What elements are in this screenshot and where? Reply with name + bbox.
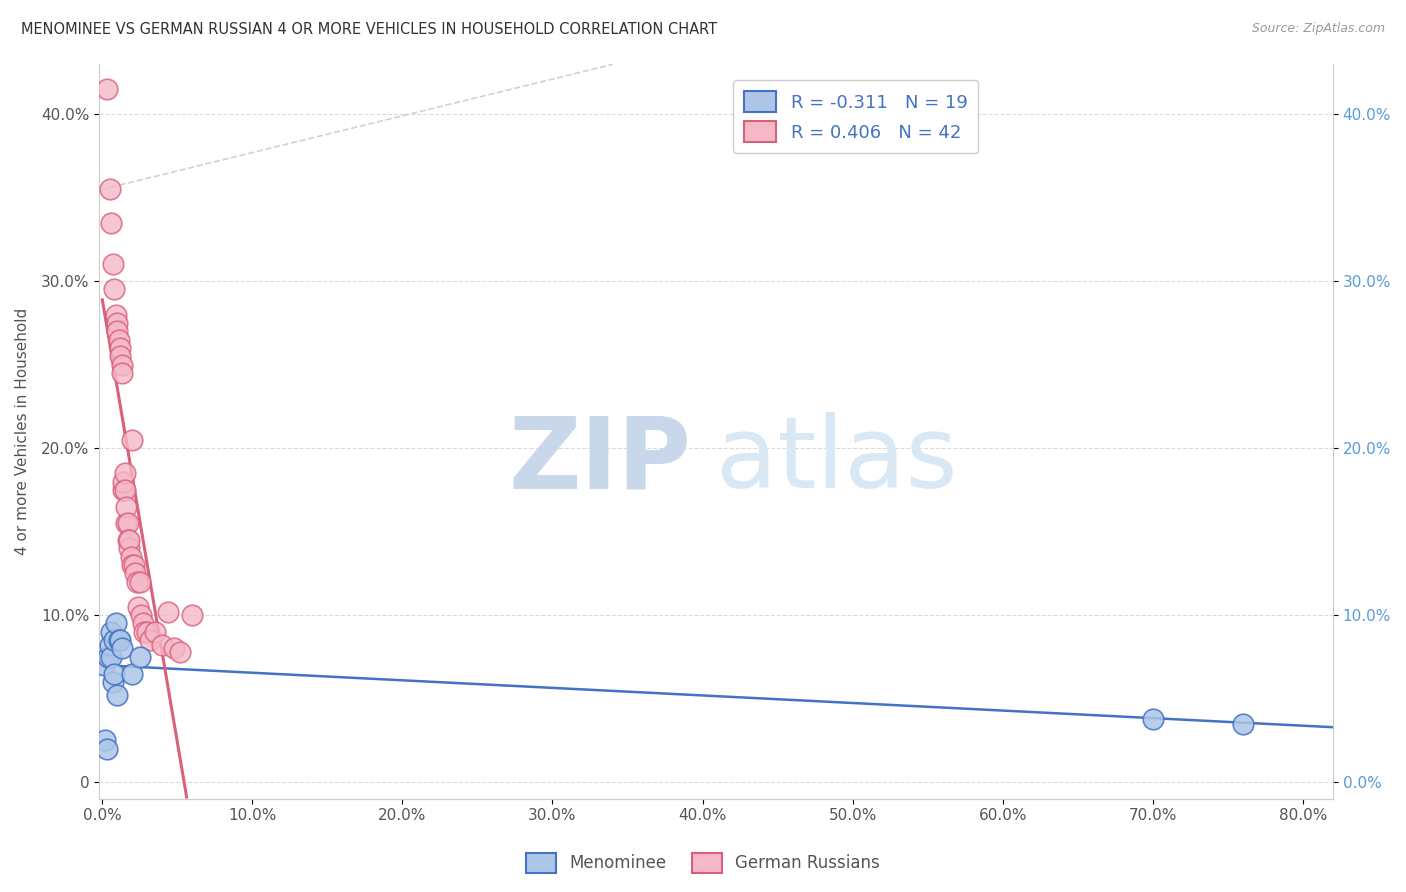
- Point: [104, 616, 127, 631]
- Point: [1142, 712, 1164, 726]
- Point: [134, 624, 156, 639]
- Point: [105, 688, 128, 702]
- Point: [111, 641, 134, 656]
- Point: [110, 349, 132, 363]
- Point: [117, 516, 139, 531]
- Point: [150, 638, 173, 652]
- Point: [121, 666, 143, 681]
- Point: [121, 433, 143, 447]
- Point: [115, 516, 138, 531]
- Point: [100, 649, 122, 664]
- Point: [103, 283, 125, 297]
- Point: [98, 182, 121, 196]
- Point: [128, 574, 150, 589]
- Point: [132, 616, 155, 631]
- Point: [131, 608, 153, 623]
- Point: [136, 624, 159, 639]
- Point: [120, 549, 142, 564]
- Point: [1232, 716, 1254, 731]
- Text: MENOMINEE VS GERMAN RUSSIAN 4 OR MORE VEHICLES IN HOUSEHOLD CORRELATION CHART: MENOMINEE VS GERMAN RUSSIAN 4 OR MORE VE…: [21, 22, 717, 37]
- Point: [121, 558, 143, 572]
- Point: [118, 541, 141, 556]
- Point: [143, 624, 166, 639]
- Point: [139, 633, 162, 648]
- Point: [94, 733, 117, 747]
- Point: [117, 533, 139, 547]
- Point: [98, 638, 121, 652]
- Point: [114, 483, 136, 497]
- Point: [112, 475, 135, 489]
- Legend: Menominee, German Russians: Menominee, German Russians: [520, 847, 886, 880]
- Point: [127, 599, 149, 614]
- Point: [114, 466, 136, 480]
- Point: [96, 741, 118, 756]
- Point: [105, 324, 128, 338]
- Point: [157, 605, 180, 619]
- Point: [100, 624, 122, 639]
- Point: [124, 566, 146, 581]
- Y-axis label: 4 or more Vehicles in Household: 4 or more Vehicles in Household: [15, 308, 30, 555]
- Point: [93, 658, 115, 673]
- Point: [104, 308, 127, 322]
- Point: [97, 649, 120, 664]
- Point: [128, 649, 150, 664]
- Point: [101, 257, 124, 271]
- Point: [111, 358, 134, 372]
- Point: [108, 333, 131, 347]
- Text: atlas: atlas: [716, 412, 957, 509]
- Point: [115, 500, 138, 514]
- Point: [181, 608, 204, 623]
- Point: [118, 533, 141, 547]
- Point: [103, 666, 125, 681]
- Point: [100, 216, 122, 230]
- Point: [122, 558, 145, 572]
- Text: ZIP: ZIP: [509, 412, 692, 509]
- Point: [101, 674, 124, 689]
- Point: [110, 341, 132, 355]
- Point: [105, 316, 128, 330]
- Point: [125, 574, 148, 589]
- Text: Source: ZipAtlas.com: Source: ZipAtlas.com: [1251, 22, 1385, 36]
- Point: [108, 633, 131, 648]
- Point: [103, 633, 125, 648]
- Legend: R = -0.311   N = 19, R = 0.406   N = 42: R = -0.311 N = 19, R = 0.406 N = 42: [733, 80, 979, 153]
- Point: [112, 483, 135, 497]
- Point: [110, 633, 132, 648]
- Point: [96, 82, 118, 96]
- Point: [163, 641, 186, 656]
- Point: [111, 366, 134, 380]
- Point: [169, 645, 191, 659]
